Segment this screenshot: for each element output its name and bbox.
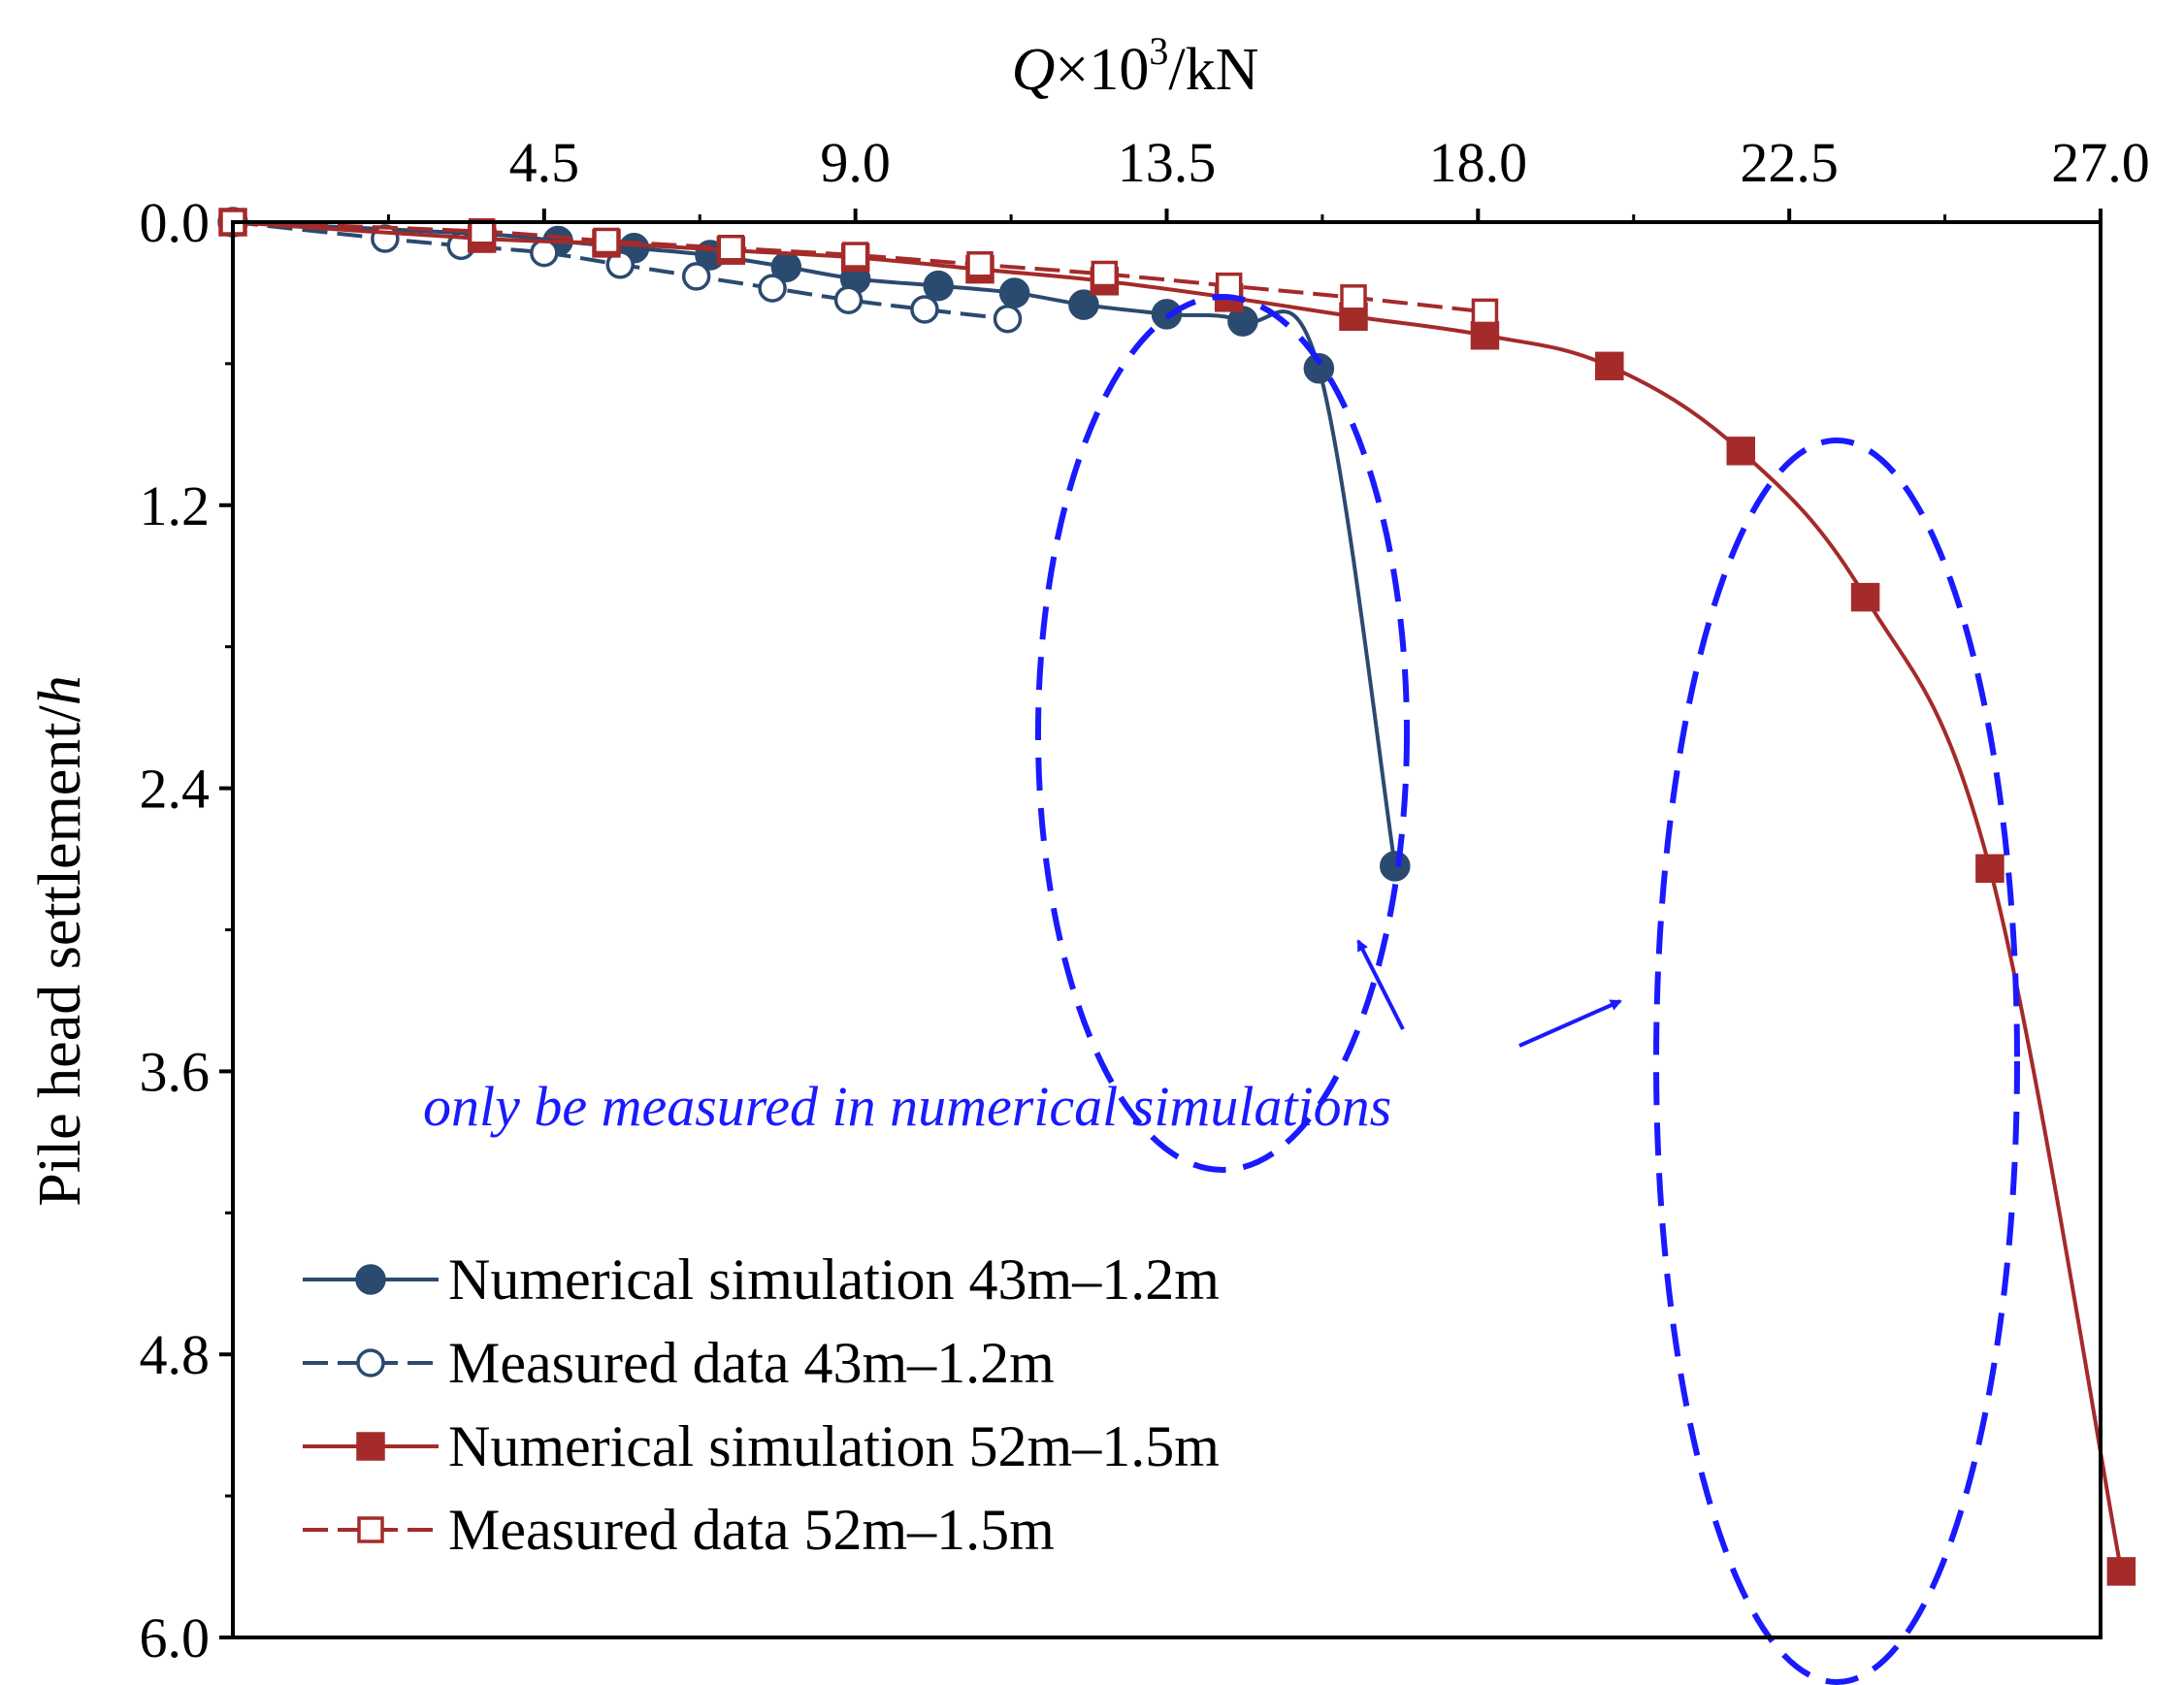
- data-point: [841, 242, 869, 269]
- data-point: [1726, 437, 1756, 466]
- annotation-ellipse-right: [1653, 437, 2020, 1685]
- x-tick-label: 9.0: [820, 131, 891, 194]
- data-point: [1850, 582, 1880, 612]
- x-axis-label: Q×103/kN: [1012, 29, 1259, 103]
- series-layer: [217, 207, 2136, 1586]
- legend-marker: [355, 1264, 386, 1295]
- y-axis-label-italic: h: [27, 675, 93, 705]
- data-point: [910, 295, 939, 324]
- y-tick-label: 6.0: [140, 1606, 211, 1669]
- x-tick-label: 27.0: [2051, 131, 2150, 194]
- series-1: [218, 208, 1023, 334]
- data-point: [1303, 353, 1335, 384]
- y-axis-label-main: Pile head settlement/: [27, 704, 93, 1206]
- y-tick-label: 2.4: [140, 758, 211, 821]
- data-point: [717, 234, 745, 262]
- y-axis-label: Pile head settlement/h: [27, 675, 93, 1207]
- legend-item-0: Numerical simulation 43m–1.2m: [303, 1248, 1220, 1312]
- legend-marker: [356, 1432, 385, 1461]
- x-tick-label: 13.5: [1118, 131, 1217, 194]
- data-point: [1595, 351, 1624, 381]
- data-point: [1975, 854, 2005, 884]
- data-point: [1068, 289, 1099, 320]
- legend-marker: [357, 1516, 384, 1543]
- data-point: [1470, 320, 1500, 350]
- legend: Numerical simulation 43m–1.2m Measured da…: [303, 1248, 1220, 1562]
- legend-item-2: Numerical simulation 52m–1.5m: [303, 1414, 1220, 1478]
- y-tick-label: 4.8: [140, 1323, 211, 1386]
- legend-label: Numerical simulation 43m–1.2m: [448, 1248, 1220, 1312]
- annotation-text: only be measured in numerical simulation…: [423, 1075, 1391, 1138]
- x-axis-label-sup: 3: [1149, 29, 1168, 73]
- data-point: [593, 227, 620, 255]
- series-3: [219, 209, 1499, 326]
- x-axis-label-mid: ×10: [1055, 37, 1149, 103]
- data-point: [758, 274, 787, 303]
- x-tick-label: 22.5: [1740, 131, 1839, 194]
- annotation-arrow-right: [1518, 999, 1622, 1048]
- legend-label: Numerical simulation 52m–1.5m: [448, 1414, 1220, 1478]
- x-tick-label: 18.0: [1429, 131, 1528, 194]
- data-point: [530, 238, 559, 268]
- data-point: [1340, 284, 1367, 311]
- data-point: [993, 304, 1023, 334]
- y-ticks: 0.0 1.2 2.4 3.6 4.8 6.0: [140, 191, 233, 1669]
- annotation-ellipse-left: [1035, 294, 1410, 1173]
- data-point: [966, 251, 994, 278]
- x-ticks: 4.5 9.0 13.5 18.0 22.5 27.0: [386, 131, 2150, 222]
- series-line-3: [232, 220, 1485, 314]
- y-tick-label: 3.6: [140, 1040, 211, 1103]
- legend-item-1: Measured data 43m–1.2m: [303, 1331, 1055, 1395]
- legend-marker: [356, 1348, 385, 1377]
- x-axis-label-tail: /kN: [1168, 37, 1258, 103]
- data-point: [2106, 1557, 2136, 1586]
- data-point: [1471, 298, 1499, 326]
- legend-item-3: Measured data 52m–1.5m: [303, 1498, 1055, 1562]
- data-point: [833, 285, 864, 314]
- data-point: [371, 224, 400, 253]
- legend-label: Measured data 52m–1.5m: [448, 1498, 1055, 1562]
- series-line-0: [232, 220, 1397, 867]
- data-point: [681, 262, 711, 291]
- data-point: [1380, 851, 1411, 882]
- data-point: [998, 277, 1030, 308]
- series-line-2: [232, 220, 2124, 1572]
- data-point: [923, 270, 954, 302]
- x-tick-label: 4.5: [509, 131, 580, 194]
- plot-frame: [231, 220, 2103, 1639]
- annotation-group: only be measured in numerical simulation…: [423, 294, 2020, 1685]
- data-point: [1091, 260, 1119, 288]
- y-tick-label: 0.0: [140, 191, 211, 254]
- x-axis-label-italic: Q: [1012, 37, 1056, 103]
- annotation-arrow-left: [1356, 939, 1405, 1030]
- y-tick-label: 1.2: [140, 474, 211, 537]
- legend-label: Measured data 43m–1.2m: [448, 1331, 1055, 1395]
